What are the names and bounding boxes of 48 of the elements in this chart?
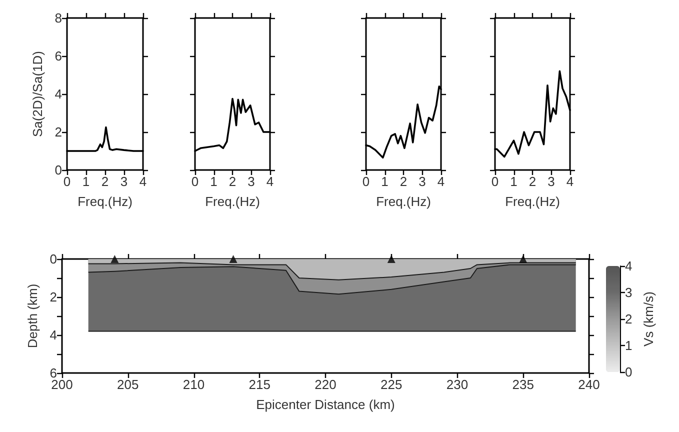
x-tick-label: 1 [510, 174, 518, 189]
x-tick-label: 3 [120, 174, 128, 189]
x-axis-title: Freq.(Hz) [205, 194, 260, 209]
x-tick-label: 1 [82, 174, 90, 189]
x-tick-label: 4 [566, 174, 574, 189]
y-tick-label: 4 [54, 86, 62, 102]
x-tick-label: 4 [266, 174, 274, 189]
x-tick-label: 3 [248, 174, 255, 189]
color-bar-label: 4 [625, 258, 632, 274]
x-axis-title: Epicenter Distance (km) [256, 397, 395, 412]
x-tick-label: 230 [446, 377, 468, 392]
y-tick-label: 0 [50, 252, 57, 266]
x-tick-label: 205 [117, 377, 139, 392]
x-tick-label: 4 [437, 174, 445, 189]
y-tick-label: 2 [50, 290, 57, 304]
x-axis-title: Freq.(Hz) [505, 194, 560, 209]
x-tick-label: 2 [101, 174, 109, 189]
x-tick-label: 3 [418, 174, 426, 189]
x-tick-label: 3 [548, 174, 555, 189]
x-tick-label: 235 [512, 377, 534, 392]
x-tick-label: 1 [210, 174, 218, 189]
y-tick-label: 2 [54, 124, 62, 140]
color-bar-label: 0 [625, 364, 632, 380]
y-tick-label: 8 [54, 10, 62, 26]
x-tick-label: 220 [314, 377, 336, 392]
y-tick-label: 4 [50, 328, 57, 342]
x-tick-label: 240 [578, 377, 600, 392]
x-tick-label: 4 [139, 174, 147, 189]
color-bar-label: 2 [625, 312, 632, 326]
x-tick-label: 2 [528, 174, 536, 189]
y-axis-title: Depth (km) [24, 284, 40, 348]
x-tick-label: 2 [400, 174, 408, 189]
y-tick-label: 6 [54, 48, 62, 64]
x-tick-label: 0 [362, 174, 370, 189]
x-tick-label: 1 [381, 174, 388, 189]
y-axis-title: Sa(2D)/Sa(1D) [30, 51, 45, 137]
x-tick-label: 0 [191, 174, 199, 189]
color-bar-title: Vs (km/s) [641, 292, 656, 346]
color-bar-label: 3 [625, 285, 632, 300]
x-tick-label: 2 [228, 174, 236, 189]
x-tick-label: 0 [491, 174, 499, 189]
y-tick-label: 0 [54, 162, 62, 178]
x-tick-label: 225 [380, 377, 402, 392]
x-tick-label: 210 [182, 377, 205, 392]
x-tick-label: 215 [248, 377, 270, 392]
x-axis-title: Freq.(Hz) [376, 194, 431, 209]
x-axis-title: Freq.(Hz) [78, 194, 132, 209]
color-bar-label: 1 [625, 338, 632, 353]
